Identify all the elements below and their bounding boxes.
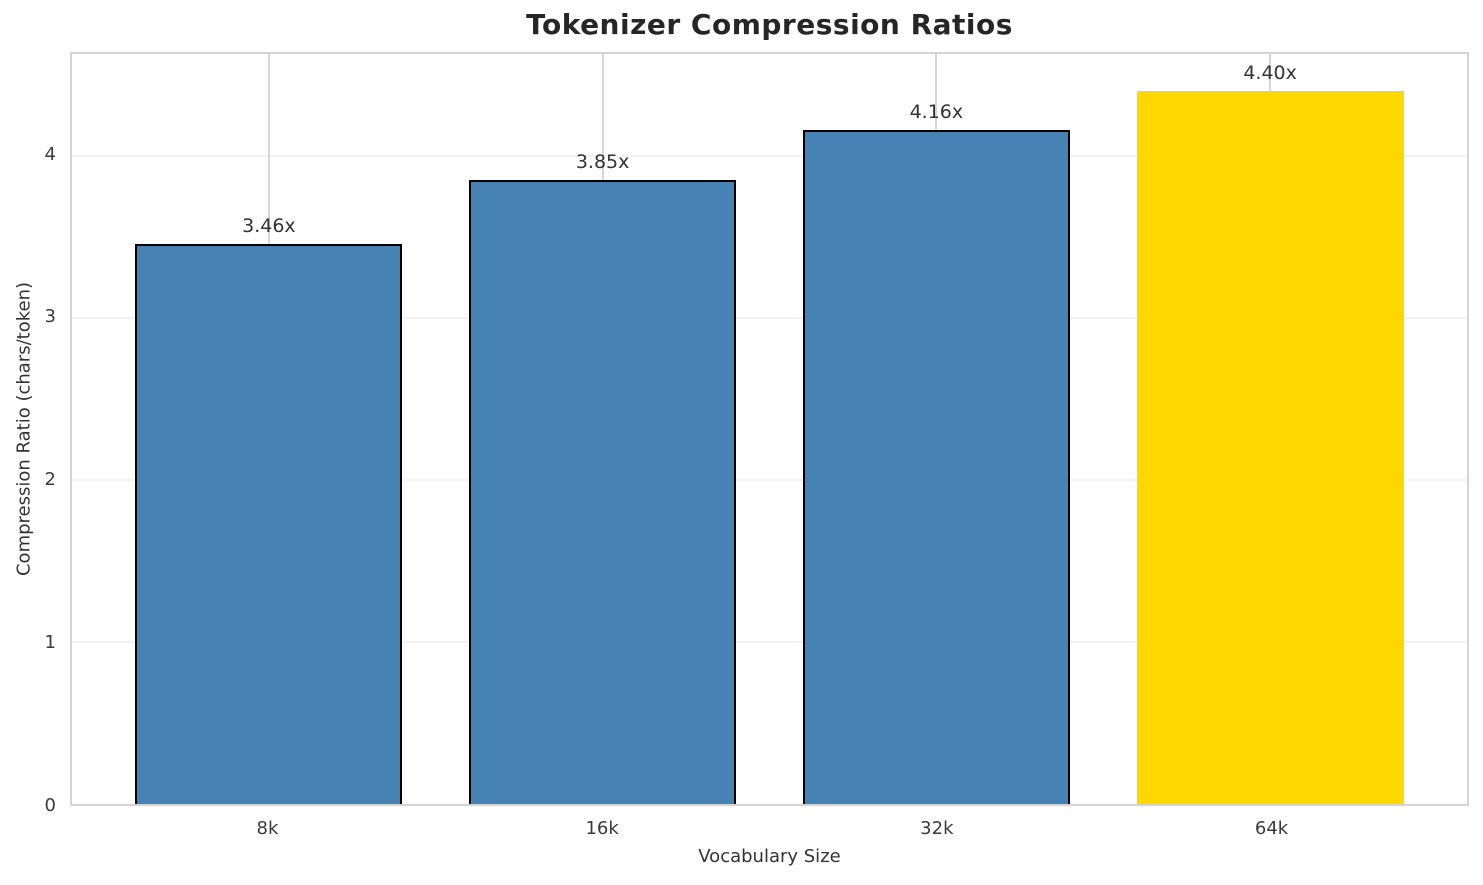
bar-value-label: 3.46x: [242, 214, 296, 237]
bar-16k: [469, 180, 737, 804]
y-tick-label: 0: [44, 795, 56, 816]
bar-value-label: 4.16x: [909, 101, 964, 124]
x-tick-label: 8k: [256, 818, 279, 839]
x-tick-label: 32k: [920, 818, 954, 839]
x-tick-label: 16k: [585, 818, 619, 839]
y-tick-label: 4: [44, 143, 56, 165]
y-gridline: [72, 641, 1467, 644]
y-tick-label: 2: [44, 469, 56, 491]
y-tick-label: 3: [44, 306, 56, 328]
bar-64k: [1136, 91, 1404, 804]
plot-area: 3.46x 3.85x 4.16x 4.40x: [70, 52, 1469, 806]
y-gridline: [72, 317, 1467, 320]
y-gridline: [72, 479, 1467, 482]
bar-value-label: 3.85x: [575, 151, 630, 174]
bar-32k: [802, 130, 1070, 804]
chart-title: Tokenizer Compression Ratios: [526, 8, 1013, 41]
bar-8k: [135, 243, 403, 804]
y-gridline: [72, 155, 1467, 158]
bar-value-label: 4.40x: [1243, 62, 1297, 85]
y-tick-label: 1: [44, 632, 56, 654]
x-tick-label: 64k: [1254, 818, 1289, 839]
x-axis-label: Vocabulary Size: [698, 846, 841, 867]
